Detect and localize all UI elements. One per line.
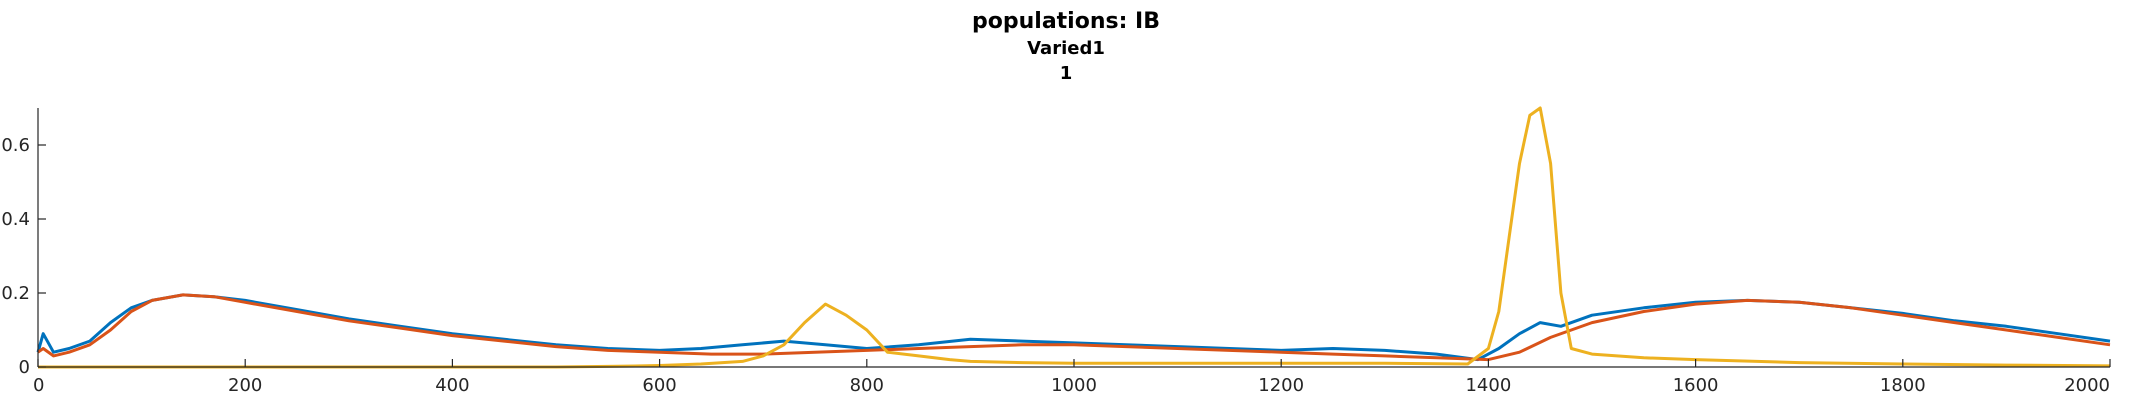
x-tick-label: 2000 [2064,375,2110,396]
y-tick-label: 0 [19,357,30,378]
x-tick-label: 1800 [1880,375,1926,396]
x-tick-label: 1600 [1673,375,1719,396]
x-tick-label: 200 [228,375,262,396]
x-tick-label: 600 [642,375,676,396]
y-axis-ticks: 0 0.2 0.4 0.6 [1,135,46,378]
series-line-2 [37,293,2111,362]
x-axis-ticks: 0 200 400 600 800 1000 1200 1400 1600 1800 2000 [33,359,2111,396]
x-tick-label: 0 [33,375,44,396]
y-tick-label: 0.6 [1,135,30,156]
x-tick-label: 400 [435,375,469,396]
series-layer [36,106,2111,369]
x-tick-label: 1200 [1258,375,1304,396]
chart-title: populations: IB [972,9,1160,34]
x-tick-label: 1400 [1465,375,1511,396]
x-tick-label: 800 [850,375,884,396]
chart-subtitle-line-1: Varied1 [1027,38,1105,59]
x-tick-label: 1000 [1051,375,1097,396]
plot-area: 0 200 400 600 800 1000 1200 1400 1600 1800 2000 00… [1,106,2111,396]
y-tick-label: 0.4 [1,209,30,230]
series-line-3 [38,106,2111,369]
y-tick-label: 0.2 [1,283,30,304]
chart-subtitle-line-2: 1 [1060,63,1073,84]
